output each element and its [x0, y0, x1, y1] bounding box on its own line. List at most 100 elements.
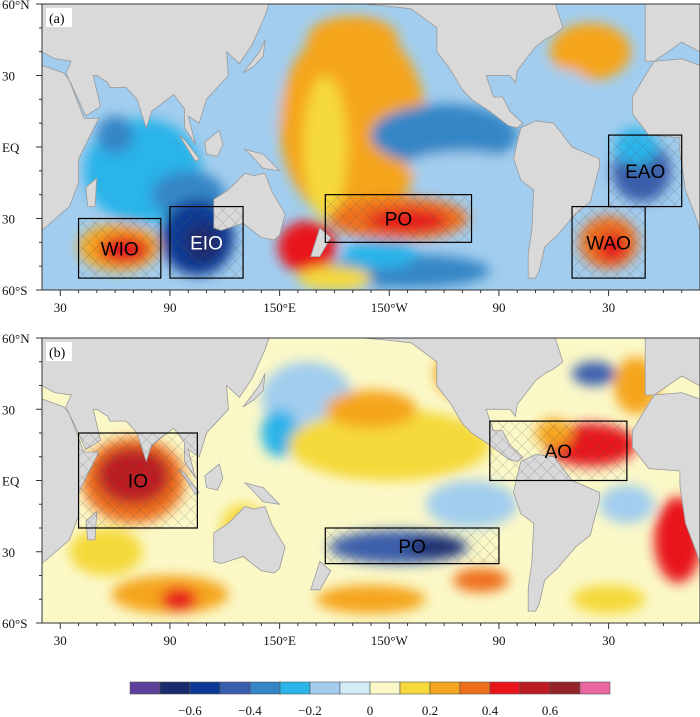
colorbar-swatch	[489, 681, 521, 695]
anomaly-blob	[599, 485, 655, 524]
panel-label-bg	[46, 8, 72, 27]
anomaly-blob	[407, 151, 518, 181]
y-tick-label: 60°S	[2, 283, 27, 298]
colorbar-label: 0.6	[542, 703, 559, 717]
y-tick-label: 60°S	[2, 616, 27, 631]
land-eurasia	[644, 338, 700, 396]
anomaly-blob	[572, 584, 646, 614]
x-tick-label: 150°E	[263, 300, 296, 315]
anomaly-blob	[69, 527, 143, 576]
anomaly-blob	[425, 480, 518, 529]
significance-hatch	[169, 206, 244, 279]
colorbar-swatch	[129, 681, 161, 695]
region-box-ao	[489, 420, 628, 482]
colorbar-swatch	[399, 681, 431, 695]
colorbar-label: −0.2	[298, 703, 322, 717]
significance-hatch	[325, 194, 472, 243]
x-tick-label: 30	[54, 633, 67, 648]
region-label: EIO	[190, 233, 223, 254]
land-newzealand	[310, 560, 332, 591]
colorbar-swatch	[249, 681, 281, 695]
panel-label: (b)	[49, 346, 66, 361]
y-tick-label: EQ	[2, 140, 20, 155]
anomaly-blob	[96, 116, 134, 155]
land-africa	[632, 392, 700, 565]
land-mask	[42, 4, 700, 279]
land-sumatra	[178, 134, 200, 162]
region-label: PO	[398, 537, 425, 558]
land-japan	[242, 373, 266, 408]
region-label: WIO	[101, 239, 139, 260]
colorbar-swatch	[279, 681, 311, 695]
significance-hatch	[78, 433, 198, 528]
significance-hatch	[78, 218, 161, 279]
colorbar-label: 0.2	[422, 703, 438, 717]
y-tick-label: 30	[2, 545, 15, 560]
y-tick-label: 30	[2, 402, 15, 417]
x-tick-label: 90	[163, 633, 176, 648]
anomaly-blob	[297, 266, 372, 290]
land-namerica	[363, 4, 564, 129]
region-box-eao	[608, 134, 683, 208]
colorbar-swatch	[309, 681, 341, 695]
panel-b-map: IO PO AO (b) 30 90 150°E 150°W 90 30 60°N 30 EQ 30 60°…	[2, 331, 700, 648]
region-box-po	[324, 527, 500, 565]
anomaly-blob	[239, 63, 284, 136]
colorbar-swatch	[459, 681, 491, 695]
land-borneo	[204, 463, 224, 491]
land-newguinea	[243, 482, 281, 505]
anomaly-blob	[288, 409, 490, 481]
anomaly-blob	[160, 587, 198, 612]
colorbar-swatch	[369, 681, 401, 695]
significance-hatch	[572, 206, 646, 279]
colorbar-label: 0.4	[482, 703, 499, 717]
region-box-io	[77, 432, 198, 529]
x-tick-label: 30	[602, 300, 615, 315]
anomaly-blob	[343, 239, 417, 269]
region-box-eio	[169, 205, 244, 279]
colorbar-swatch	[159, 681, 191, 695]
region-box-po	[324, 194, 473, 243]
land-australia	[213, 506, 286, 574]
anomaly-blob	[550, 23, 631, 81]
x-tick-label: 150°E	[263, 633, 296, 648]
land-japan	[242, 39, 266, 74]
colorbar-swatch	[429, 681, 461, 695]
x-tick-label: 30	[602, 633, 615, 648]
land-newguinea	[243, 148, 281, 172]
x-tick-label: 90	[163, 300, 176, 315]
land-eurasia	[644, 4, 700, 62]
colorbar: −0.6 −0.4 −0.2 0 0.2 0.4 0.6	[129, 681, 611, 717]
colorbar-label: −0.4	[238, 703, 262, 717]
colorbar-label: −0.6	[178, 703, 202, 717]
colorbar-swatch	[549, 681, 581, 695]
x-tick-label: 90	[492, 300, 505, 315]
significance-hatch	[608, 135, 682, 207]
region-box-wio	[77, 217, 162, 279]
x-tick-label: 150°W	[371, 300, 409, 315]
anomaly-blob	[453, 568, 509, 593]
anomaly-blob	[572, 361, 616, 386]
land-madagascar	[85, 177, 98, 208]
region-label: PO	[385, 210, 412, 231]
colorbar-label: 0	[367, 703, 374, 717]
panel-label: (a)	[49, 12, 65, 27]
significance-hatch	[325, 528, 499, 564]
anomaly-blob	[517, 68, 591, 107]
colorbar-swatch	[579, 681, 611, 695]
region-label: EAO	[625, 162, 665, 183]
land-samerica	[513, 453, 600, 612]
significance-hatch	[489, 421, 627, 481]
land-samerica	[513, 120, 600, 279]
colorbar-swatch	[339, 681, 371, 695]
y-tick-label: 60°N	[2, 331, 30, 346]
land-mask	[42, 338, 700, 612]
x-tick-label: 30	[54, 300, 67, 315]
y-tick-label: EQ	[2, 474, 20, 489]
panel-a-map: WIO EIO PO WAO EAO (a) 30 90 150°E 150°W 90 30 60°N 3…	[2, 0, 700, 315]
region-label: WAO	[586, 233, 631, 254]
anomaly-blob	[325, 390, 417, 429]
x-tick-label: 150°W	[371, 633, 409, 648]
panel-label-bg	[46, 342, 72, 361]
anomaly-blob	[306, 15, 399, 64]
